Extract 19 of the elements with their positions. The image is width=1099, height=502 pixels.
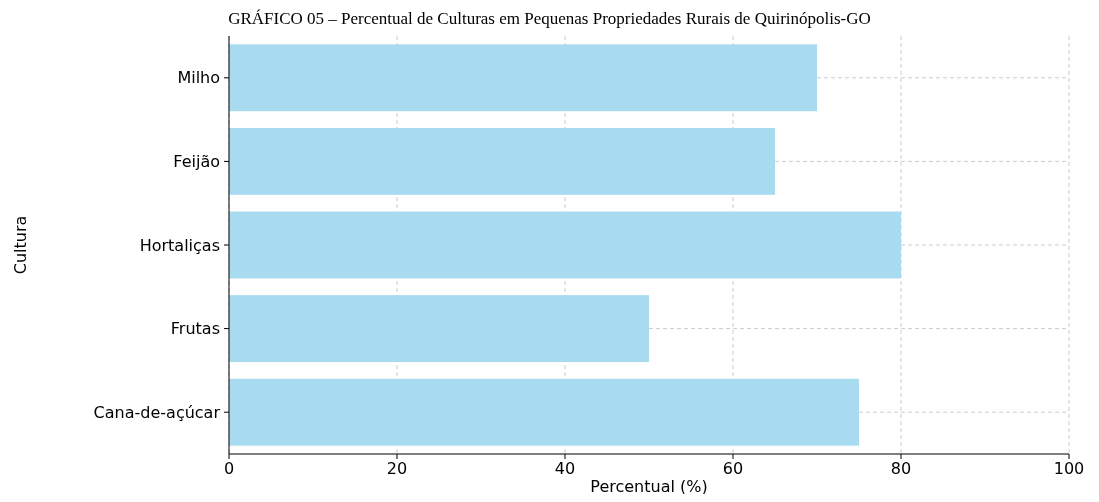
x-tick-label: 20 <box>386 459 408 478</box>
y-axis-title: Cultura <box>11 215 30 275</box>
bar <box>229 127 775 195</box>
y-tick-label: Milho <box>177 68 220 88</box>
y-tick-label: Cana-de-açúcar <box>93 402 221 422</box>
x-tick-label: 0 <box>223 459 235 478</box>
chart-title: GRÁFICO 05 – Percentual de Culturas em Pequenas Propriedades Rurais de Quirinópolis-GO <box>228 9 871 28</box>
x-tick-label: 60 <box>722 459 744 478</box>
x-axis-title: Percentual (%) <box>590 477 708 496</box>
y-tick-label: Feijão <box>173 152 220 171</box>
x-tick-label: 100 <box>1053 459 1085 478</box>
bar <box>229 211 901 279</box>
y-tick-label: Frutas <box>170 319 220 339</box>
bar <box>229 378 859 446</box>
y-tick-label: Hortaliças <box>139 235 220 255</box>
bar <box>229 295 649 363</box>
x-tick-label: 40 <box>554 459 576 478</box>
x-tick-label: 80 <box>890 459 912 478</box>
bar <box>229 44 817 112</box>
